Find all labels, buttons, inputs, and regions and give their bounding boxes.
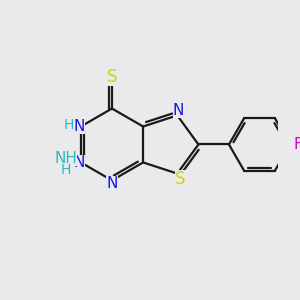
Text: F: F	[294, 137, 300, 152]
Text: H: H	[63, 118, 74, 132]
Text: H: H	[61, 163, 71, 177]
Text: N: N	[106, 176, 118, 191]
Text: N: N	[173, 103, 184, 118]
Text: NH: NH	[54, 151, 77, 166]
Text: N: N	[74, 155, 85, 170]
Text: S: S	[107, 68, 117, 86]
Text: N: N	[74, 119, 85, 134]
Text: S: S	[175, 170, 185, 188]
